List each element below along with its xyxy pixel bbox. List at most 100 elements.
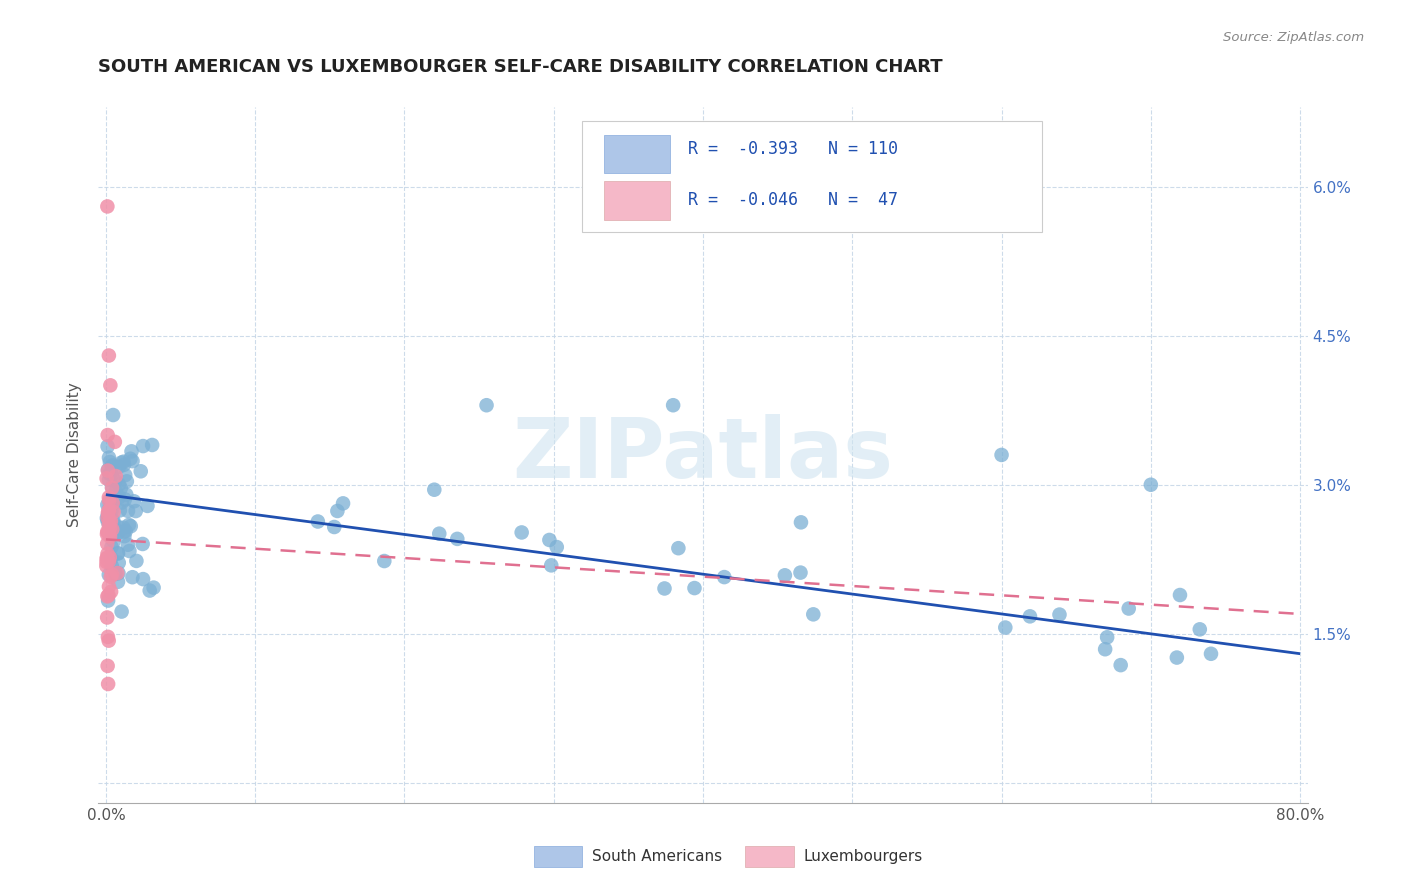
- Point: [1140, 477, 1163, 491]
- FancyBboxPatch shape: [534, 846, 582, 867]
- Point: [307, 515, 329, 529]
- Point: [1188, 623, 1211, 637]
- Point: [423, 483, 446, 497]
- Point: [129, 464, 152, 478]
- Point: [101, 515, 124, 529]
- Point: [114, 524, 136, 538]
- Point: [100, 584, 122, 599]
- Point: [97, 508, 120, 522]
- Point: [96, 551, 118, 566]
- Point: [801, 607, 824, 622]
- Point: [97, 463, 120, 477]
- Point: [115, 488, 138, 502]
- Point: [125, 554, 148, 568]
- Point: [101, 458, 124, 473]
- Point: [100, 504, 122, 518]
- Point: [121, 570, 143, 584]
- Point: [97, 630, 120, 644]
- Text: SOUTH AMERICAN VS LUXEMBOURGER SELF-CARE DISABILITY CORRELATION CHART: SOUTH AMERICAN VS LUXEMBOURGER SELF-CARE…: [98, 58, 943, 76]
- Point: [98, 473, 121, 487]
- Point: [96, 471, 118, 485]
- Point: [101, 481, 124, 495]
- Point: [107, 546, 129, 560]
- Y-axis label: Self-Care Disability: Self-Care Disability: [67, 383, 83, 527]
- Point: [773, 568, 796, 582]
- Point: [98, 467, 121, 481]
- Point: [141, 438, 163, 452]
- Point: [98, 378, 121, 392]
- Point: [100, 570, 122, 584]
- Point: [96, 498, 118, 512]
- Point: [96, 527, 118, 541]
- Point: [538, 533, 561, 547]
- Point: [990, 448, 1012, 462]
- Point: [97, 515, 120, 529]
- Point: [540, 558, 562, 573]
- Point: [104, 522, 127, 536]
- FancyBboxPatch shape: [745, 846, 794, 867]
- Point: [111, 495, 134, 509]
- Point: [1094, 642, 1116, 657]
- Point: [104, 566, 127, 581]
- Point: [104, 474, 127, 488]
- Point: [97, 554, 120, 568]
- Point: [121, 454, 143, 468]
- Point: [97, 503, 120, 517]
- Point: [110, 481, 132, 495]
- Text: Luxembourgers: Luxembourgers: [803, 849, 922, 863]
- Point: [100, 551, 122, 566]
- Point: [110, 456, 132, 470]
- Point: [666, 541, 689, 556]
- Point: [107, 525, 129, 540]
- Point: [96, 511, 118, 525]
- Point: [100, 465, 122, 479]
- Point: [108, 503, 131, 517]
- Point: [104, 469, 127, 483]
- Point: [112, 521, 135, 535]
- Point: [107, 566, 129, 581]
- Point: [96, 537, 118, 551]
- Point: [97, 633, 120, 648]
- Point: [97, 517, 120, 532]
- Point: [104, 483, 127, 498]
- Point: [96, 558, 118, 573]
- Point: [107, 556, 129, 570]
- Point: [1118, 601, 1140, 615]
- Point: [101, 496, 124, 510]
- Point: [683, 581, 706, 595]
- Point: [98, 527, 121, 541]
- Point: [125, 504, 148, 518]
- Point: [97, 588, 120, 602]
- Point: [97, 510, 120, 524]
- Text: R =  -0.046   N =  47: R = -0.046 N = 47: [689, 191, 898, 209]
- Point: [98, 514, 121, 528]
- Point: [96, 550, 118, 565]
- Point: [98, 505, 121, 519]
- Point: [108, 477, 131, 491]
- Point: [103, 534, 125, 549]
- Point: [96, 590, 118, 604]
- Point: [101, 408, 124, 422]
- Point: [132, 572, 155, 586]
- Point: [118, 517, 141, 532]
- Point: [120, 519, 142, 533]
- Point: [114, 492, 136, 507]
- Point: [112, 524, 135, 539]
- Point: [1019, 609, 1042, 624]
- Point: [1166, 650, 1188, 665]
- Point: [97, 580, 120, 594]
- Point: [103, 514, 125, 528]
- Point: [97, 439, 120, 453]
- Point: [112, 458, 135, 472]
- Point: [98, 499, 121, 513]
- Point: [101, 522, 124, 536]
- Point: [994, 621, 1017, 635]
- FancyBboxPatch shape: [582, 121, 1042, 232]
- Point: [107, 547, 129, 561]
- Point: [98, 513, 121, 527]
- Point: [332, 496, 354, 510]
- FancyBboxPatch shape: [603, 135, 671, 173]
- Point: [118, 544, 141, 558]
- Point: [104, 434, 127, 449]
- Text: R =  -0.393   N = 110: R = -0.393 N = 110: [689, 140, 898, 158]
